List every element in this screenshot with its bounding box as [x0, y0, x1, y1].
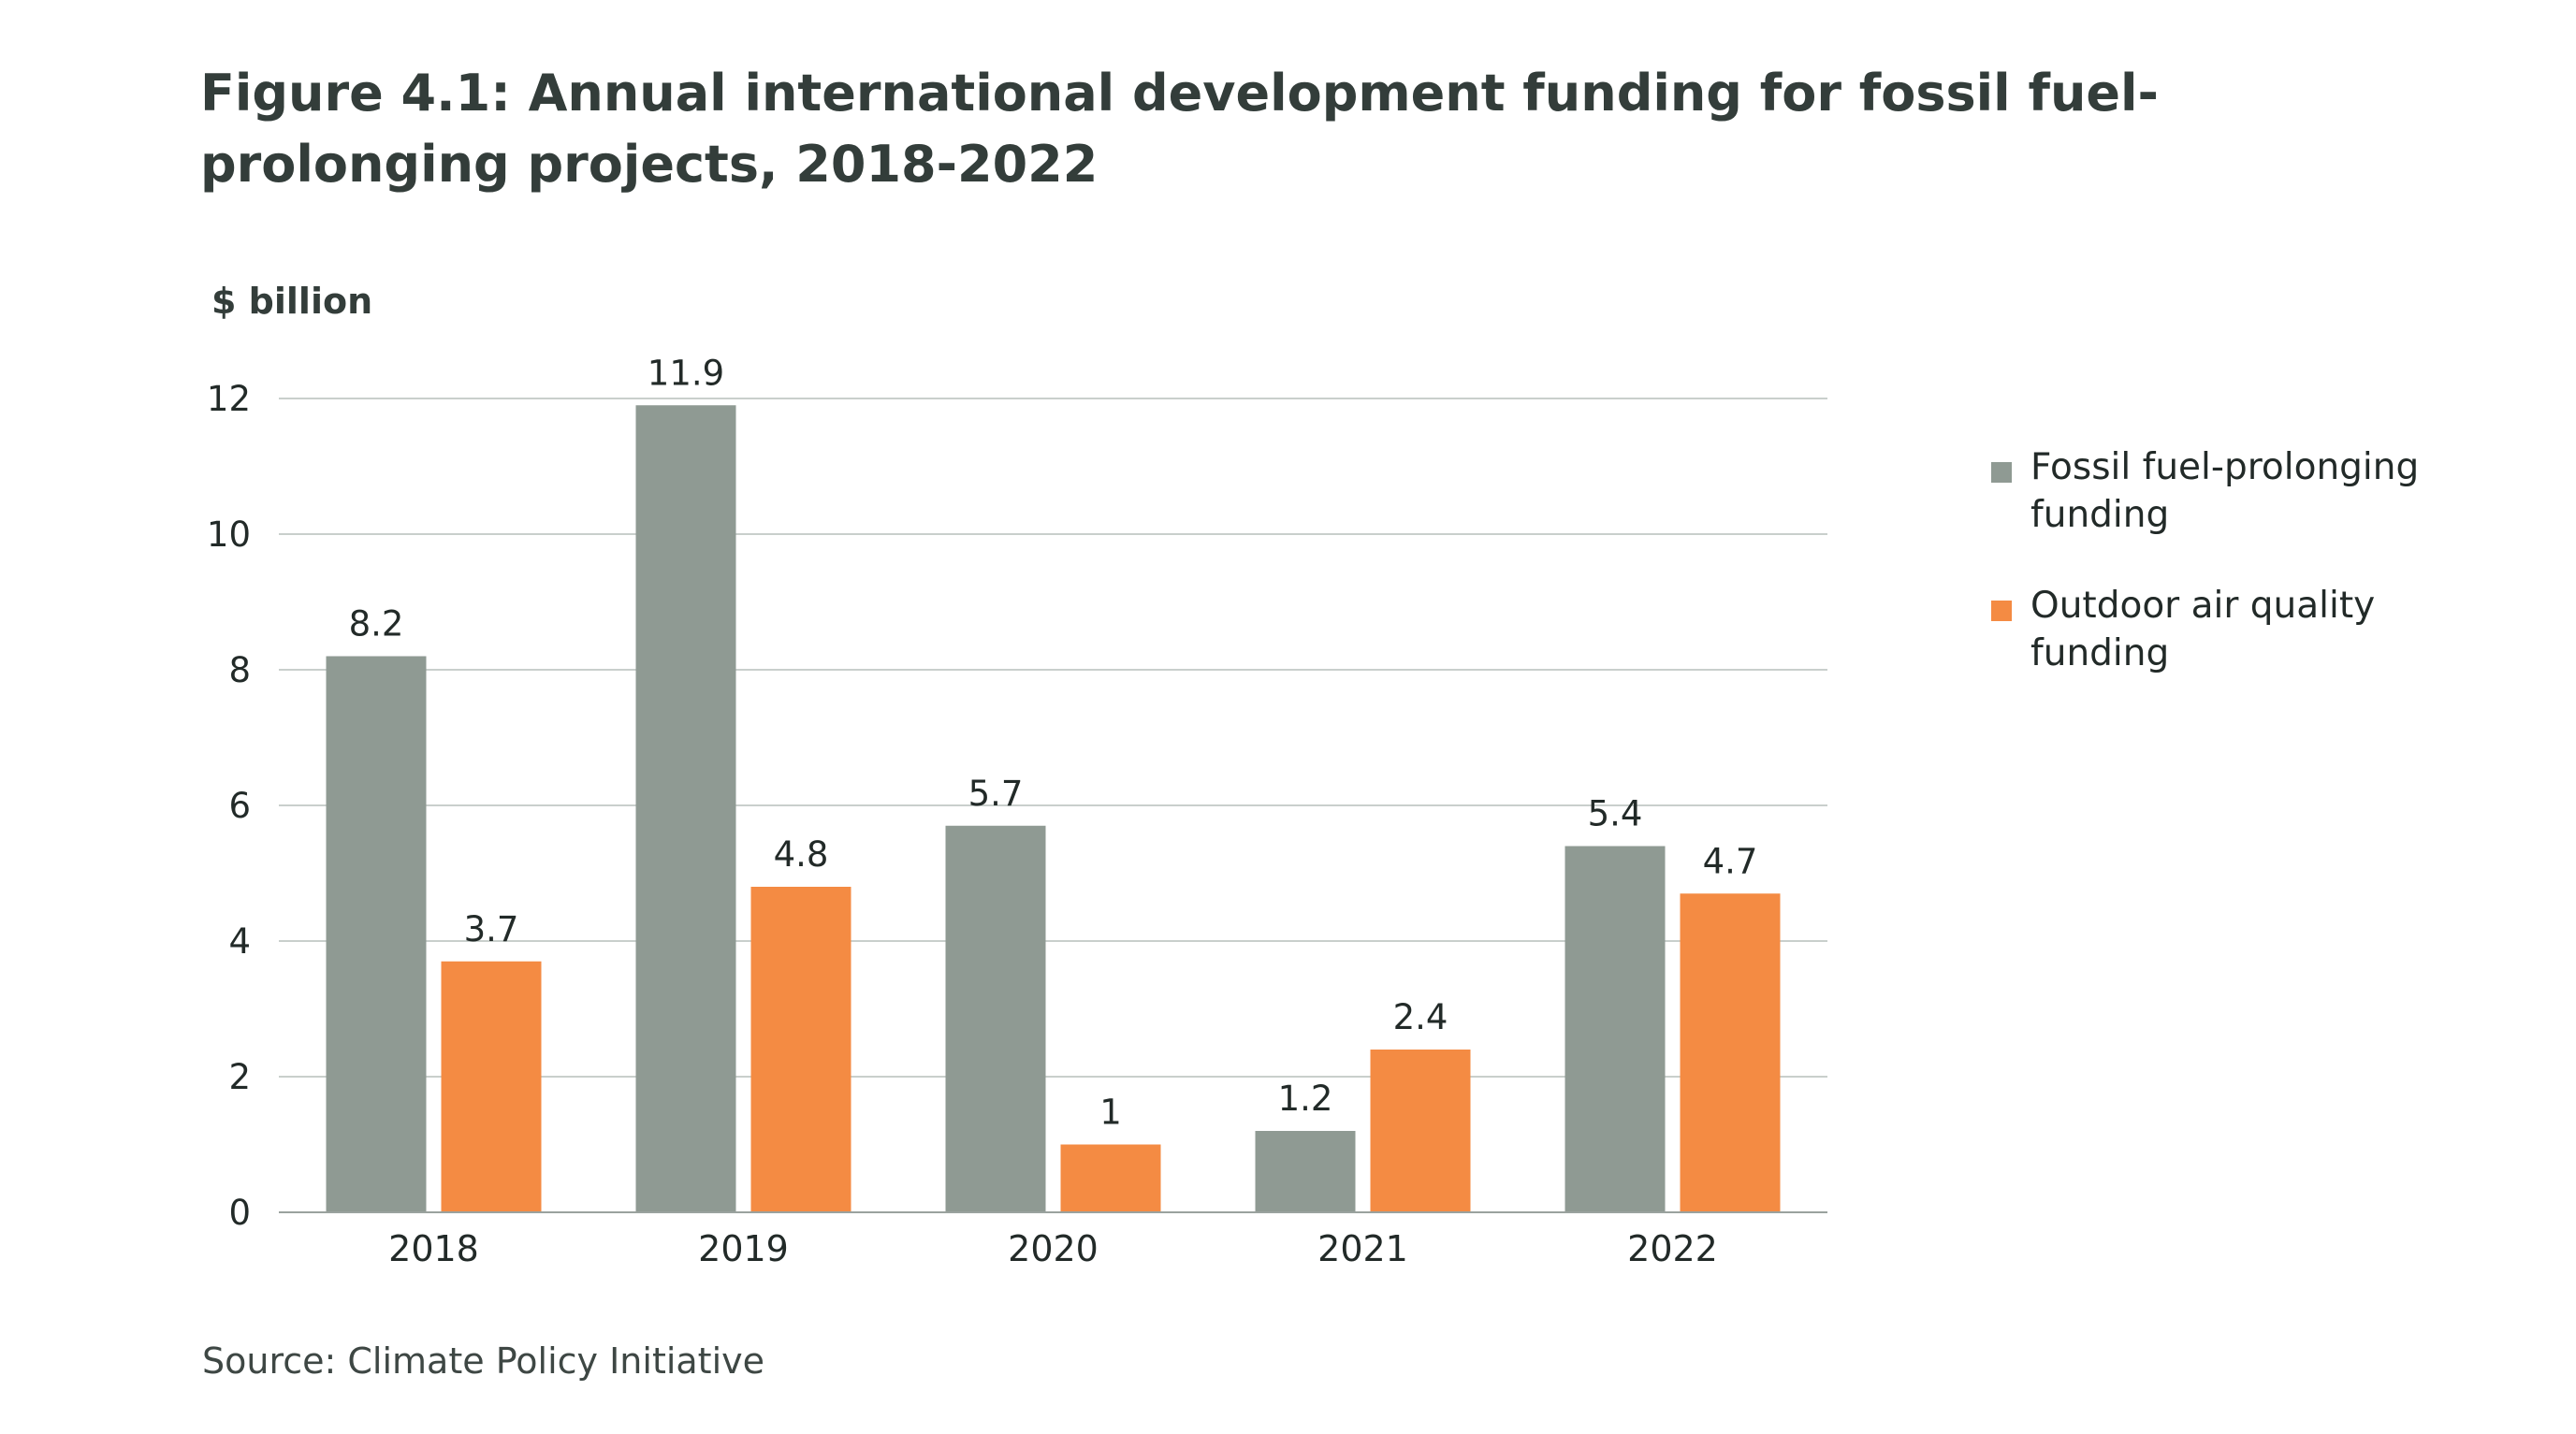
y-tick-label: 0 — [228, 1193, 251, 1233]
legend-label-fossil: Fossil fuel-prolonging funding — [2030, 446, 2420, 536]
y-tick-label: 12 — [207, 379, 251, 419]
x-tick-label: 2020 — [1008, 1228, 1099, 1269]
source-note: Source: Climate Policy Initiative — [202, 1340, 765, 1382]
y-tick-label: 2 — [228, 1057, 251, 1097]
bar — [441, 961, 542, 1212]
x-tick-label: 2021 — [1317, 1228, 1408, 1269]
legend-label-air-quality: Outdoor air quality funding — [2030, 585, 2376, 674]
legend-swatch-fossil — [1991, 462, 2012, 483]
data-label: 5.7 — [968, 774, 1024, 814]
data-label: 3.7 — [464, 909, 519, 949]
bar — [945, 825, 1046, 1212]
data-labels: 8.2 3.7 11.9 4.8 5.7 1 1.2 2.4 5.4 4.7 — [349, 353, 1758, 1132]
legend-item-fossil: Fossil fuel-prolonging funding — [1991, 443, 2553, 539]
data-label: 2.4 — [1393, 997, 1448, 1037]
bar — [750, 887, 851, 1212]
y-axis-label: $ billion — [211, 281, 373, 322]
bar — [1565, 846, 1666, 1212]
data-label: 4.8 — [774, 834, 829, 875]
bar — [1060, 1144, 1161, 1212]
bar — [1370, 1050, 1471, 1212]
data-label: 4.7 — [1703, 841, 1758, 881]
y-tick-label: 6 — [228, 786, 251, 826]
legend: Fossil fuel-prolonging funding Outdoor a… — [1991, 443, 2553, 720]
y-tick-label: 8 — [228, 650, 251, 690]
data-label: 8.2 — [349, 604, 404, 645]
legend-item-air-quality: Outdoor air quality funding — [1991, 582, 2553, 677]
data-label: 1 — [1099, 1093, 1122, 1133]
bar — [326, 656, 427, 1212]
x-tick-label: 2022 — [1627, 1228, 1718, 1269]
chart-title: Figure 4.1: Annual international develop… — [200, 64, 2159, 194]
data-label: 11.9 — [648, 353, 724, 393]
x-tick-label: 2019 — [698, 1228, 789, 1269]
bar — [1255, 1131, 1356, 1212]
data-label: 1.2 — [1278, 1079, 1333, 1119]
axes: 0 2 4 6 8 10 12 2018 2019 2020 2021 2022 — [207, 379, 1827, 1269]
bar — [1680, 893, 1781, 1212]
legend-swatch-air-quality — [1991, 601, 2012, 621]
y-tick-label: 4 — [228, 921, 251, 962]
bars — [326, 405, 1781, 1212]
y-tick-label: 10 — [207, 514, 251, 555]
x-tick-label: 2018 — [388, 1228, 479, 1269]
bar — [635, 405, 736, 1212]
data-label: 5.4 — [1588, 794, 1643, 834]
